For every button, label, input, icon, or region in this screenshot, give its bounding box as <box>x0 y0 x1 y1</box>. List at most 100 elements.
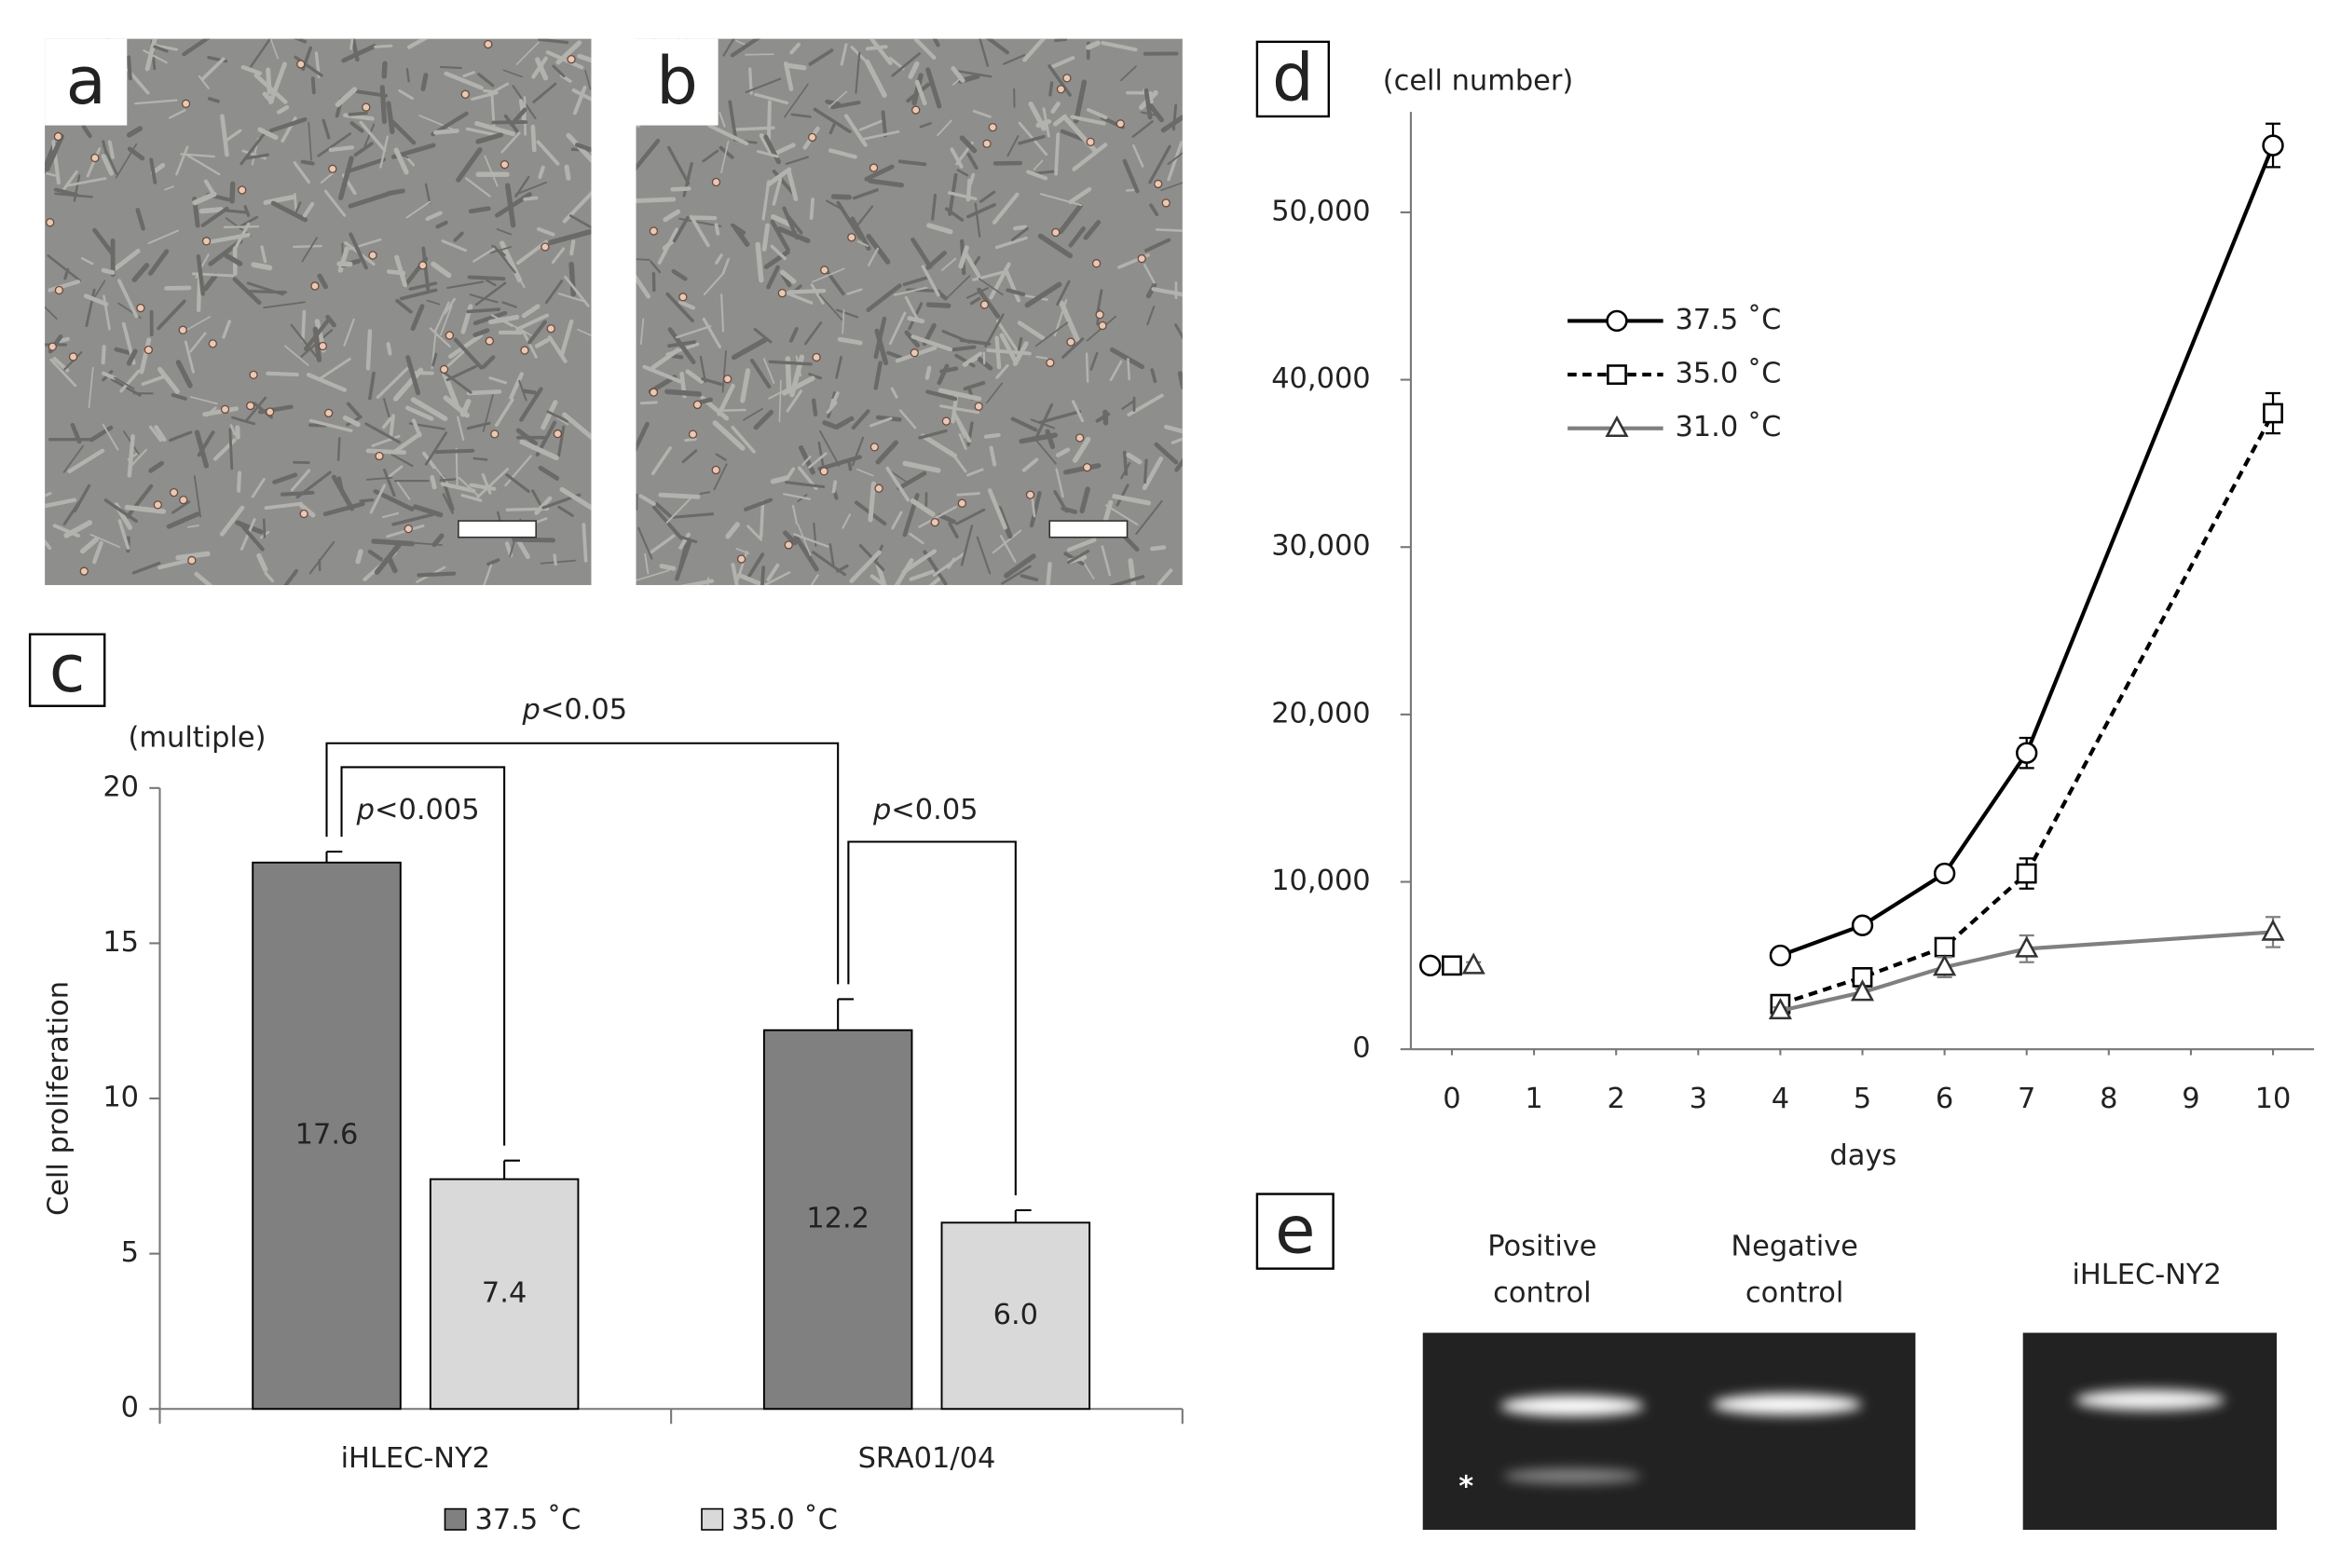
cell <box>717 383 735 416</box>
cell <box>770 475 789 484</box>
x-tick-label: 10 <box>2255 1083 2292 1115</box>
cell <box>584 69 592 90</box>
cell <box>355 549 363 565</box>
round-cell <box>368 251 377 260</box>
x-axis-title: days <box>1829 1139 1896 1172</box>
round-cell <box>299 509 308 519</box>
gel-band <box>1712 1394 1862 1415</box>
cell <box>828 148 857 159</box>
cell <box>842 513 852 529</box>
cell <box>433 448 475 455</box>
cell <box>725 522 740 539</box>
cell <box>52 524 80 538</box>
round-cell <box>328 164 337 173</box>
cell <box>67 448 105 474</box>
cell <box>840 43 848 66</box>
round-cell <box>54 285 64 295</box>
cell <box>545 50 584 70</box>
cell <box>893 286 928 296</box>
cell <box>1142 457 1164 491</box>
cell <box>1003 54 1026 65</box>
cell <box>636 258 650 261</box>
cell <box>1004 267 1021 303</box>
cell <box>1066 538 1097 552</box>
cell <box>785 156 810 166</box>
cell <box>232 277 262 306</box>
round-cell <box>869 443 880 452</box>
cell <box>979 190 996 203</box>
cell <box>701 377 725 387</box>
cell <box>353 142 374 157</box>
cell <box>489 246 513 254</box>
cell <box>994 335 1002 370</box>
cell <box>811 398 818 416</box>
cell <box>1135 499 1163 535</box>
cell <box>1045 429 1056 450</box>
cell <box>359 120 387 153</box>
cell <box>189 332 207 353</box>
cell <box>1055 468 1064 498</box>
cell <box>1086 107 1108 120</box>
cell <box>1001 565 1032 585</box>
cell <box>891 52 921 77</box>
y-tick-label: 20 <box>103 770 139 803</box>
cell <box>801 455 812 466</box>
cell <box>70 422 82 444</box>
cell <box>264 501 303 511</box>
cell <box>342 416 361 428</box>
cell <box>865 45 888 51</box>
round-cell <box>362 102 371 112</box>
cell <box>766 167 792 187</box>
cell <box>390 118 417 145</box>
cell <box>245 289 287 294</box>
cell <box>1109 575 1145 585</box>
cell <box>1031 495 1036 518</box>
cell <box>721 257 730 275</box>
round-cell <box>736 554 746 564</box>
cell <box>1143 88 1153 120</box>
cell <box>536 140 560 166</box>
round-cell <box>187 555 197 566</box>
cell <box>469 293 499 304</box>
cell <box>809 198 815 220</box>
cell <box>45 539 52 551</box>
cell <box>684 437 697 443</box>
cell <box>808 373 822 380</box>
cell <box>462 71 475 78</box>
cell <box>907 316 925 324</box>
cell <box>251 262 273 271</box>
round-cell <box>910 348 919 358</box>
cell <box>719 112 726 128</box>
cell <box>175 551 211 561</box>
cell <box>770 244 787 261</box>
cell <box>850 216 871 252</box>
round-cell <box>1098 320 1107 331</box>
cell <box>148 460 165 473</box>
cell <box>678 300 695 310</box>
round-cell <box>169 487 179 498</box>
legend-swatch <box>701 1507 724 1531</box>
cell <box>562 412 592 441</box>
cell <box>541 400 558 430</box>
cell <box>932 38 940 48</box>
cell <box>439 478 457 482</box>
cell <box>747 552 765 578</box>
cell <box>678 532 691 550</box>
round-cell <box>1046 358 1055 368</box>
round-cell <box>485 336 494 346</box>
cell <box>559 486 592 511</box>
cell <box>456 147 483 183</box>
cell <box>460 494 483 502</box>
cell <box>681 449 698 464</box>
cell <box>45 171 57 177</box>
cell <box>472 457 488 461</box>
cell <box>1050 56 1075 69</box>
cell <box>720 293 725 333</box>
cell <box>793 534 819 572</box>
micrograph <box>636 38 1183 585</box>
cell <box>124 504 167 514</box>
cell <box>956 169 969 177</box>
cell <box>772 177 783 206</box>
cell <box>768 360 813 366</box>
cell <box>918 429 948 440</box>
